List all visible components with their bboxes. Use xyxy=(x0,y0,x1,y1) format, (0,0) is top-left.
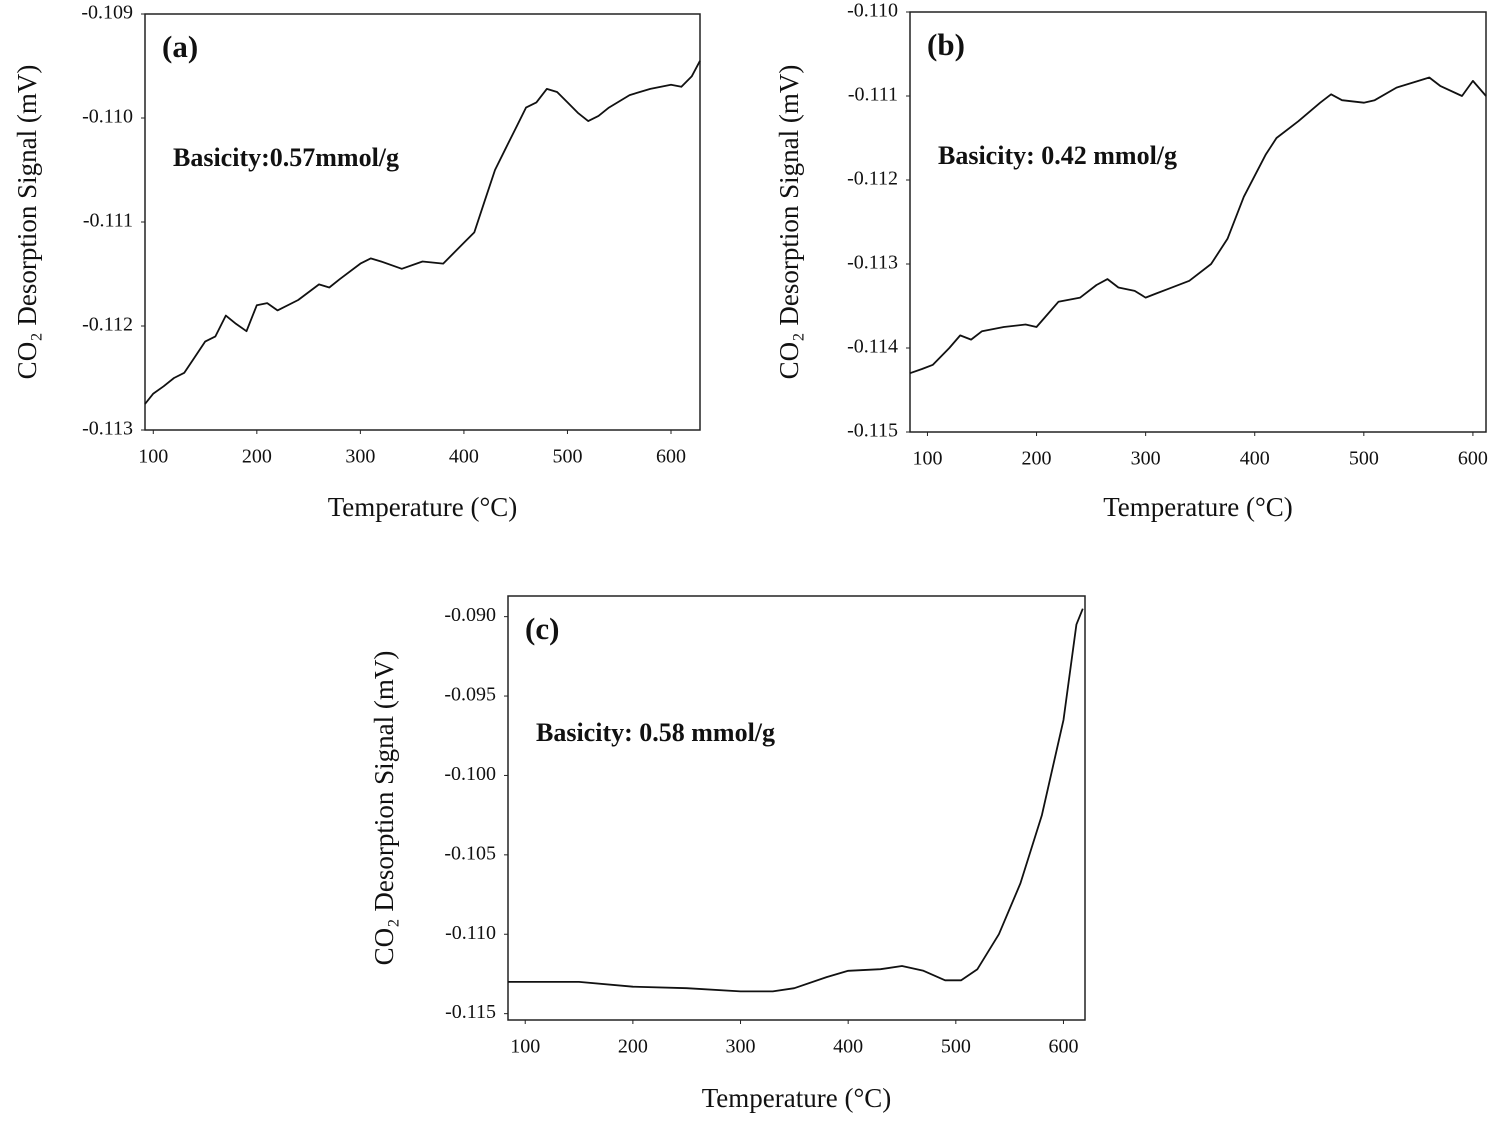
y-tick-label: -0.111 xyxy=(83,210,133,232)
panel-label: (a) xyxy=(162,29,198,64)
y-tick-label: -0.109 xyxy=(81,2,133,24)
x-tick-label: 400 xyxy=(1240,448,1270,470)
x-tick-label: 500 xyxy=(1349,448,1379,470)
y-axis-title: CO₂ Desorption Signal (mV) xyxy=(369,651,399,966)
x-axis-title: Temperature (°C) xyxy=(702,1083,892,1113)
y-tick-label: -0.095 xyxy=(444,684,496,706)
y-tick-label: -0.114 xyxy=(847,336,898,358)
y-tick-label: -0.112 xyxy=(847,168,898,190)
x-tick-label: 500 xyxy=(552,446,582,468)
annotation: Basicity: 0.58 mmol/g xyxy=(536,718,775,747)
x-tick-label: 200 xyxy=(242,446,272,468)
y-axis-title: CO₂ Desorption Signal (mV) xyxy=(12,65,42,380)
x-tick-label: 400 xyxy=(449,446,479,468)
y-tick-label: -0.111 xyxy=(848,84,898,106)
x-tick-label: 100 xyxy=(138,446,168,468)
annotation: Basicity: 0.42 mmol/g xyxy=(938,141,1177,170)
x-tick-label: 100 xyxy=(912,448,942,470)
plot-frame xyxy=(909,11,1487,433)
x-tick-label: 400 xyxy=(833,1036,863,1058)
y-tick-label: -0.110 xyxy=(82,106,133,128)
x-axis-title: Temperature (°C) xyxy=(1103,492,1293,522)
y-tick-label: -0.105 xyxy=(444,842,496,864)
x-tick-label: 600 xyxy=(656,446,686,468)
y-tick-label: -0.115 xyxy=(445,1001,496,1023)
y-tick-label: -0.112 xyxy=(82,314,133,336)
y-tick-label: -0.113 xyxy=(82,418,133,440)
x-axis-title: Temperature (°C) xyxy=(328,492,518,522)
plot-frame xyxy=(144,13,701,431)
y-tick-label: -0.115 xyxy=(847,420,898,442)
x-tick-label: 600 xyxy=(1458,448,1488,470)
plot-frame xyxy=(507,595,1086,1021)
y-tick-label: -0.113 xyxy=(847,252,898,274)
data-line xyxy=(909,76,1487,375)
data-line xyxy=(508,608,1084,993)
chart-panel: -0.090 -0.095 -0.100 -0.105 -0.110 -0.115 100 2… xyxy=(369,595,1086,1113)
x-tick-label: 100 xyxy=(510,1036,540,1058)
chart-panel: -0.110 -0.111 -0.112 -0.113 -0.114 -0.115 100 2… xyxy=(774,0,1488,522)
x-tick-label: 200 xyxy=(1022,448,1052,470)
x-tick-label: 300 xyxy=(726,1036,756,1058)
x-tick-label: 600 xyxy=(1048,1036,1078,1058)
x-tick-label: 200 xyxy=(618,1036,648,1058)
x-tick-label: 300 xyxy=(1131,448,1161,470)
panel-label: (c) xyxy=(525,611,559,646)
y-tick-label: -0.090 xyxy=(444,604,496,626)
x-tick-label: 500 xyxy=(941,1036,971,1058)
y-tick-label: -0.110 xyxy=(847,0,898,22)
annotation: Basicity:0.57mmol/g xyxy=(173,143,399,172)
panel-label: (b) xyxy=(927,27,965,62)
data-line xyxy=(144,60,701,405)
y-tick-label: -0.100 xyxy=(444,763,496,785)
y-axis-title: CO₂ Desorption Signal (mV) xyxy=(774,65,804,380)
x-tick-label: 300 xyxy=(345,446,375,468)
y-tick-label: -0.110 xyxy=(445,922,496,944)
